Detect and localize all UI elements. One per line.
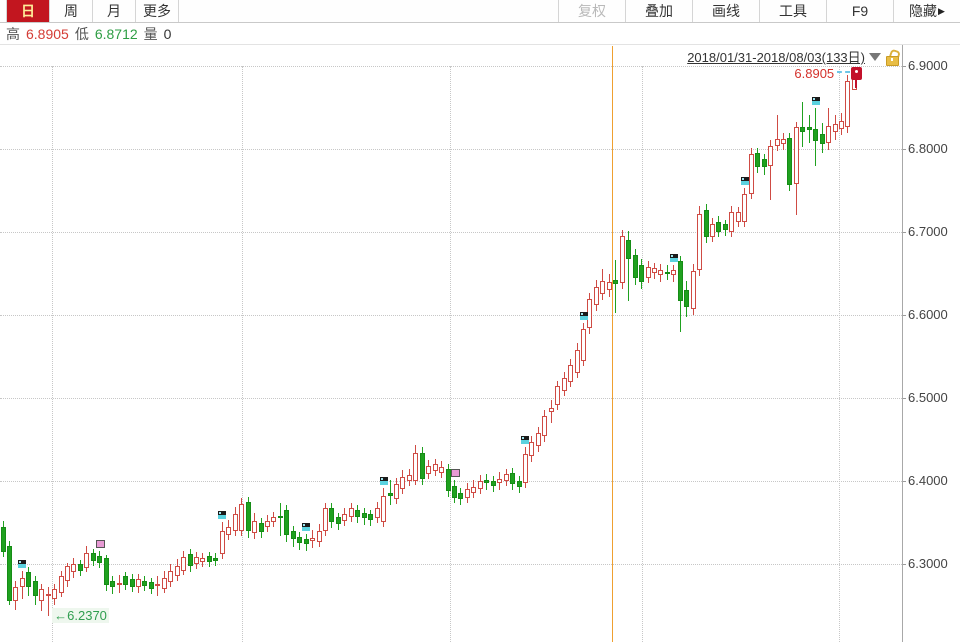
date-range-row: 2018/01/31-2018/08/03(133日): [687, 47, 901, 66]
event-marker-icon[interactable]: [95, 539, 105, 548]
axis-tick: [902, 481, 906, 482]
date-range-link[interactable]: 2018/01/31-2018/08/03(133日): [687, 50, 865, 65]
y-axis-label: 6.3000: [908, 556, 948, 571]
menu-item-2[interactable]: 画线: [692, 0, 759, 22]
event-marker-icon[interactable]: [450, 469, 460, 478]
event-marker-icon[interactable]: [811, 97, 820, 106]
axis-tick: [902, 232, 906, 233]
event-marker-icon[interactable]: [740, 177, 749, 185]
tab-period-2[interactable]: 月: [93, 0, 136, 22]
volume-label: 量: [143, 25, 158, 42]
axis-tick: [902, 66, 906, 67]
event-marker-icon[interactable]: [521, 435, 530, 444]
event-marker-icon[interactable]: [18, 559, 27, 568]
v-gridline: [242, 66, 243, 642]
low-value: 6.8712: [94, 25, 138, 42]
label-leader-line: [837, 70, 851, 73]
y-axis-line: [902, 45, 903, 642]
high-label: 高: [6, 25, 20, 42]
tab-period-3[interactable]: 更多: [136, 0, 179, 22]
menu-item-3[interactable]: 工具: [759, 0, 826, 22]
period-tabs: 日周月更多: [6, 0, 179, 22]
h-gridline: [0, 66, 902, 67]
menu-item-5[interactable]: 隐藏 ▶: [893, 0, 960, 22]
low-price-label: ←6.2370: [52, 608, 109, 624]
chart-area[interactable]: 6.9000 6.8000 6.7000 6.6000 6.5000 6.4000 6.30…: [0, 44, 960, 642]
tab-period-0[interactable]: 日: [6, 0, 50, 22]
arrow-right-icon: ▶: [938, 5, 945, 16]
high-price-label: 6.8905: [794, 65, 835, 81]
h-gridline: [0, 481, 902, 482]
v-gridline: [839, 66, 840, 642]
low-label: 低: [74, 25, 89, 42]
toolbar-menu: 复权 叠加 画线 工具 F9 隐藏 ▶: [558, 0, 960, 22]
event-marker-icon[interactable]: [218, 510, 227, 519]
toolbar: 日周月更多 复权 叠加 画线 工具 F9 隐藏 ▶: [0, 0, 960, 23]
unlock-icon[interactable]: [886, 48, 901, 66]
tab-period-1[interactable]: 周: [50, 0, 93, 22]
v-gridline: [642, 66, 643, 642]
h-gridline: [0, 564, 902, 565]
h-gridline: [0, 149, 902, 150]
menu-item-4[interactable]: F9: [826, 0, 893, 22]
axis-tick: [902, 398, 906, 399]
v-gridline: [52, 66, 53, 642]
candlestick-plot[interactable]: 6.9000 6.8000 6.7000 6.6000 6.5000 6.4000 6.30…: [0, 45, 960, 642]
axis-tick: [902, 149, 906, 150]
event-marker-icon[interactable]: [379, 477, 388, 486]
menu-item-0: 复权: [558, 0, 625, 22]
event-vertical-line: [612, 46, 613, 642]
axis-tick: [902, 564, 906, 565]
y-axis-label: 6.4000: [908, 473, 948, 488]
y-axis-label: 6.5000: [908, 390, 948, 405]
high-value: 6.8905: [26, 25, 69, 42]
v-gridline: [450, 66, 451, 642]
event-marker-icon[interactable]: [579, 312, 588, 321]
menu-item-1[interactable]: 叠加: [625, 0, 692, 22]
y-axis-label: 6.9000: [908, 58, 948, 73]
h-gridline: [0, 232, 902, 233]
volume-value: 0: [163, 25, 172, 42]
quote-info-bar: 高 6.8905 低 6.8712 量 0: [0, 23, 960, 44]
chevron-down-icon[interactable]: [869, 52, 881, 61]
y-axis-label: 6.6000: [908, 307, 948, 322]
h-gridline: [0, 398, 902, 399]
axis-tick: [902, 315, 906, 316]
event-marker-icon[interactable]: [669, 254, 678, 263]
h-gridline: [0, 315, 902, 316]
y-axis-label: 6.7000: [908, 224, 948, 239]
event-marker-icon[interactable]: [302, 523, 311, 532]
y-axis-label: 6.8000: [908, 141, 948, 156]
